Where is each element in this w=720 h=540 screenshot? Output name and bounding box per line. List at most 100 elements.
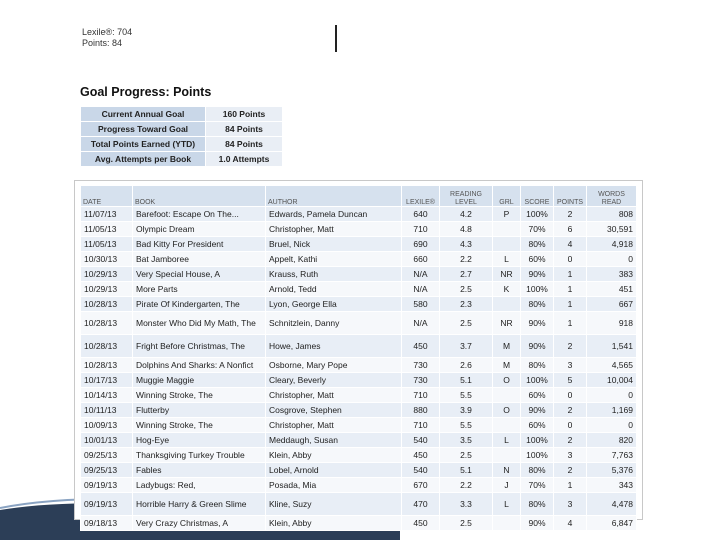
book-cell[interactable]: Muggie Maggie [132, 372, 266, 388]
book-cell[interactable]: Flutterby [132, 402, 266, 418]
book-cell[interactable]: Bat Jamboree [132, 251, 266, 267]
lexile-cell: 450 [401, 515, 440, 531]
col-reading-level[interactable]: READING LEVEL [439, 185, 493, 207]
book-cell[interactable]: Hog-Eye [132, 432, 266, 448]
words-read-cell: 667 [586, 296, 637, 312]
date-cell: 09/18/13 [80, 515, 133, 531]
score-cell: 90% [520, 402, 554, 418]
reading-level-cell: 4.2 [439, 206, 493, 222]
table-row: 10/30/13 Bat Jamboree Appelt, Kathi 660 2.2 L… [80, 251, 637, 267]
date-cell: 10/28/13 [80, 334, 133, 358]
author-cell: Arnold, Tedd [265, 281, 402, 297]
date-cell: 09/25/13 [80, 447, 133, 463]
score-cell: 100% [520, 206, 554, 222]
col-reading-level-line1: READING [450, 191, 482, 198]
table-row: 10/17/13 Muggie Maggie Cleary, Beverly 730 5… [80, 372, 637, 388]
book-cell[interactable]: Fables [132, 462, 266, 478]
table-row: 11/07/13 Barefoot: Escape On The... Edward… [80, 206, 637, 222]
reading-log-header: DATE BOOK AUTHOR LEXILE® READING LEVEL G… [80, 185, 637, 207]
reading-level-cell: 2.3 [439, 296, 493, 312]
score-cell: 100% [520, 447, 554, 463]
grl-cell [492, 221, 521, 237]
book-cell[interactable]: Very Special House, A [132, 266, 266, 282]
col-book[interactable]: BOOK [132, 185, 266, 207]
table-row: 10/11/13 Flutterby Cosgrove, Stephen 880 3.9… [80, 402, 637, 418]
col-score[interactable]: SCORE [520, 185, 554, 207]
book-cell[interactable]: More Parts [132, 281, 266, 297]
author-cell: Appelt, Kathi [265, 251, 402, 267]
author-cell: Lyon, George Ella [265, 296, 402, 312]
date-cell: 10/09/13 [80, 417, 133, 433]
book-cell[interactable]: Horrible Harry & Green Slime [132, 492, 266, 516]
table-row: 11/05/13 Olympic Dream Christopher, Matt 71… [80, 221, 637, 237]
reading-level-cell: 4.3 [439, 236, 493, 252]
book-cell[interactable]: Pirate Of Kindergarten, The [132, 296, 266, 312]
reading-level-cell: 5.1 [439, 372, 493, 388]
col-author[interactable]: AUTHOR [265, 185, 402, 207]
col-points[interactable]: POINTS [553, 185, 587, 207]
date-cell: 11/07/13 [80, 206, 133, 222]
book-cell[interactable]: Fright Before Christmas, The [132, 334, 266, 358]
points-cell: 3 [553, 447, 587, 463]
points-cell: 2 [553, 432, 587, 448]
date-cell: 10/30/13 [80, 251, 133, 267]
col-words-read[interactable]: WORDS READ [586, 185, 637, 207]
words-read-cell: 918 [586, 311, 637, 335]
goal-row-label: Current Annual Goal [80, 106, 206, 122]
book-cell[interactable]: Winning Stroke, The [132, 417, 266, 433]
words-read-cell: 0 [586, 387, 637, 403]
divider [335, 25, 337, 52]
lexile-cell: 710 [401, 387, 440, 403]
score-cell: 90% [520, 266, 554, 282]
reading-level-cell: 2.7 [439, 266, 493, 282]
date-cell: 10/29/13 [80, 281, 133, 297]
book-cell[interactable]: Winning Stroke, The [132, 387, 266, 403]
author-cell: Christopher, Matt [265, 387, 402, 403]
words-read-cell: 451 [586, 281, 637, 297]
table-row: 09/25/13 Fables Lobel, Arnold 540 5.1 N 80% 2 5,… [80, 462, 637, 478]
book-cell[interactable]: Thanksgiving Turkey Trouble [132, 447, 266, 463]
book-cell[interactable]: Ladybugs: Red, [132, 477, 266, 493]
lexile-cell: 710 [401, 221, 440, 237]
book-cell[interactable]: Dolphins And Sharks: A Nonfict [132, 357, 266, 373]
goal-row-value: 84 Points [205, 121, 283, 137]
book-cell[interactable]: Olympic Dream [132, 221, 266, 237]
book-cell[interactable]: Very Crazy Christmas, A [132, 515, 266, 531]
col-date[interactable]: DATE [80, 185, 133, 207]
table-row: 10/28/13 Dolphins And Sharks: A Nonfict Os… [80, 357, 637, 373]
col-lexile[interactable]: LEXILE® [401, 185, 440, 207]
reading-level-cell: 2.5 [439, 281, 493, 297]
words-read-cell: 30,591 [586, 221, 637, 237]
grl-cell: P [492, 206, 521, 222]
lexile-cell: 730 [401, 357, 440, 373]
author-cell: Posada, Mia [265, 477, 402, 493]
author-cell: Christopher, Matt [265, 221, 402, 237]
score-cell: 100% [520, 281, 554, 297]
points-cell: 0 [553, 417, 587, 433]
grl-cell [492, 417, 521, 433]
date-cell: 10/29/13 [80, 266, 133, 282]
col-grl[interactable]: GRL [492, 185, 521, 207]
reading-level-cell: 2.5 [439, 447, 493, 463]
points-cell: 1 [553, 266, 587, 282]
date-cell: 09/19/13 [80, 477, 133, 493]
book-cell[interactable]: Barefoot: Escape On The... [132, 206, 266, 222]
points-cell: 0 [553, 387, 587, 403]
score-cell: 90% [520, 334, 554, 358]
score-cell: 60% [520, 387, 554, 403]
author-cell: Christopher, Matt [265, 417, 402, 433]
book-cell[interactable]: Bad Kitty For President [132, 236, 266, 252]
table-row: 10/28/13 Monster Who Did My Math, The Schn… [80, 311, 637, 335]
words-read-cell: 383 [586, 266, 637, 282]
date-cell: 09/25/13 [80, 462, 133, 478]
book-cell[interactable]: Monster Who Did My Math, The [132, 311, 266, 335]
col-reading-level-line2: LEVEL [455, 198, 477, 206]
lexile-cell: N/A [401, 281, 440, 297]
words-read-cell: 808 [586, 206, 637, 222]
goal-row: Progress Toward Goal 84 Points [80, 121, 283, 137]
points-cell: 4 [553, 236, 587, 252]
words-read-cell: 4,918 [586, 236, 637, 252]
date-cell: 10/01/13 [80, 432, 133, 448]
lexile-cell: 470 [401, 492, 440, 516]
points-cell: 2 [553, 462, 587, 478]
